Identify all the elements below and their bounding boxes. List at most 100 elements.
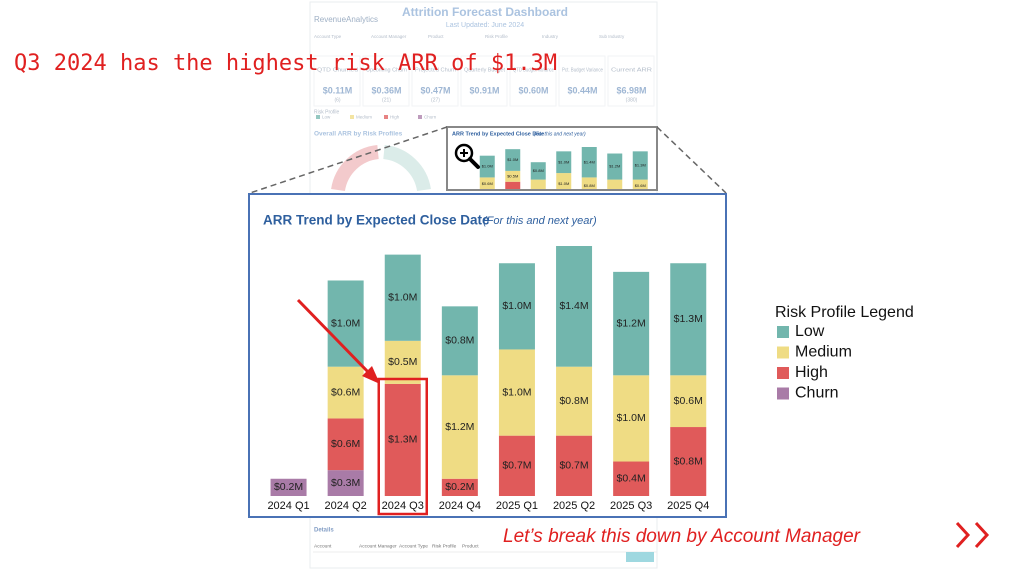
kpi-value: $6.98M: [616, 85, 646, 95]
data-label: $1.0M: [558, 159, 569, 164]
x-tick-label: 2025 Q1: [496, 500, 538, 512]
kpi-count: (21): [382, 97, 391, 103]
data-label: $0.7M: [502, 460, 531, 472]
kpi-label: Current ARR: [611, 67, 653, 73]
legend-swatch: [777, 387, 789, 400]
bar-segment: [670, 263, 707, 376]
dashboard-title: Attrition Forecast Dashboard: [402, 5, 568, 19]
legend-label: High: [795, 364, 828, 381]
data-label: $0.8M: [445, 335, 474, 347]
kpi-label: QTD Budget Variance: [513, 67, 554, 73]
data-label: $1.0M: [502, 300, 531, 312]
table-header: Risk Profile: [432, 543, 457, 549]
data-label: $1.0M: [609, 188, 620, 193]
data-label: $0.6M: [331, 438, 360, 450]
data-label: $1.3M: [635, 163, 646, 168]
bar-segment: [384, 383, 421, 496]
bar-segment: [613, 375, 650, 462]
data-label: $0.5M: [388, 356, 417, 368]
bar-segment: [581, 177, 597, 189]
bar-segment: [556, 246, 593, 367]
bar-segment: [581, 147, 597, 178]
bar-segment: [613, 271, 650, 376]
bar-segment: [479, 177, 495, 189]
bar-segment: [556, 435, 593, 496]
kpi-card: [313, 55, 361, 107]
kpi-label: QTD Churned: [317, 67, 358, 73]
filter-label: Risk Profile: [485, 34, 508, 39]
data-label: $1.4M: [559, 300, 588, 312]
bar-segment: [505, 181, 521, 189]
filter-label: Account Type: [314, 34, 342, 39]
details-title: Details: [314, 528, 334, 534]
donut-arc: [331, 145, 380, 192]
mini-chart-title: ARR Trend by Expected Close Date: [452, 131, 544, 137]
legend-label: High: [390, 115, 400, 120]
legend-label: Medium: [356, 115, 372, 120]
kpi-label: Quarterly Budget: [464, 67, 506, 73]
data-label: $0.8M: [584, 183, 595, 188]
annotation: Q3 2024 has the highest risk ARR of $1.3…: [14, 51, 557, 76]
legend-label: Churn: [424, 115, 437, 120]
bar-segment: [498, 435, 535, 496]
bar-segment: [505, 149, 521, 171]
data-label: $1.0M: [482, 164, 493, 169]
data-label: $0.6M: [635, 183, 646, 188]
table-header: Account Manager: [359, 543, 397, 549]
chart-subtitle: (For this and next year): [483, 215, 597, 227]
bar-segment: [530, 162, 546, 180]
legend-swatch: [350, 115, 354, 119]
kpi-value: $0.11M: [323, 85, 353, 95]
kpi-label: Upcoming Churn: [366, 67, 407, 73]
legend-swatch: [418, 115, 422, 119]
legend-swatch: [777, 346, 789, 359]
filter-label: Sub Industry: [599, 34, 625, 39]
legend: Low Medium High Churn: [777, 323, 852, 402]
bar-segment: [556, 151, 572, 174]
data-label: $1.0M: [507, 157, 518, 162]
data-label: $1.2M: [609, 164, 620, 169]
legend-label: Low: [322, 115, 331, 120]
data-label: $1.0M: [617, 412, 646, 424]
bar-segment: [327, 470, 364, 496]
kpi-card: [362, 55, 410, 107]
legend-label: Medium: [795, 344, 852, 361]
data-label: $0.2M: [274, 481, 303, 493]
table-bar: [626, 552, 654, 562]
kpi-value: $0.60M: [518, 85, 548, 95]
data-label: $1.0M: [502, 386, 531, 398]
kpi-card: [411, 55, 459, 107]
bar-segment: [498, 349, 535, 436]
chart-frame: [248, 193, 727, 518]
highlight-box: [377, 377, 428, 516]
data-label: $0.6M: [331, 386, 360, 398]
kpi-count: (6): [334, 97, 340, 103]
bar-segment: [384, 254, 421, 341]
x-tick-label: 2025 Q2: [553, 500, 595, 512]
bar-segment: [384, 340, 421, 384]
bar-segment: [556, 173, 572, 189]
bar-segment: [327, 280, 364, 367]
zoom-line: [249, 126, 448, 194]
legend-swatch: [777, 367, 789, 379]
data-label: $0.6M: [674, 395, 703, 407]
bar-segment: [498, 263, 535, 350]
chart: $0.2M 2024 Q1 $0.3M $0.6M $0.6M $1.0M 2024 Q2 $…: [267, 246, 709, 516]
x-tick-label: 2024 Q3: [382, 500, 424, 512]
data-label: $1.0M: [331, 317, 360, 329]
legend-label: Churn: [795, 385, 839, 402]
chart-title: ARR Trend by Expected Close Date: [263, 213, 490, 228]
data-label: $1.2M: [617, 317, 646, 329]
data-label: $1.3M: [388, 434, 417, 446]
chevron: [955, 521, 971, 549]
data-label: $0.8M: [559, 395, 588, 407]
bar-segment: [479, 155, 495, 178]
data-label: $0.5M: [507, 173, 518, 178]
bar-segment: [327, 366, 364, 419]
bar-segment: [670, 375, 707, 428]
legend-swatch: [316, 115, 320, 119]
bar-segment: [607, 153, 623, 180]
kpi-value: $0.36M: [371, 85, 401, 95]
kpi-card: [558, 55, 606, 107]
data-label: $1.0M: [558, 181, 569, 186]
